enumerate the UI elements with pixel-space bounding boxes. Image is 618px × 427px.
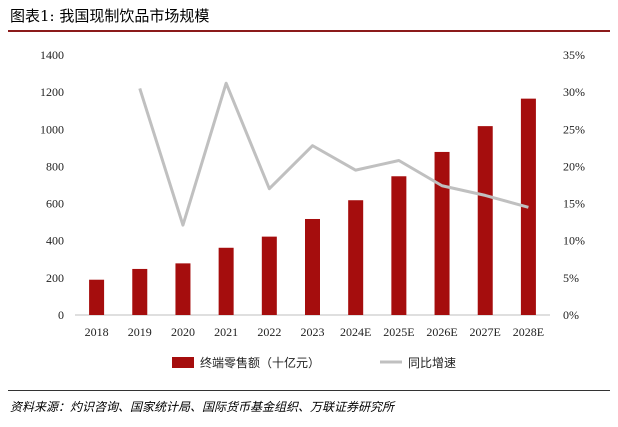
left-tick-label: 1200 xyxy=(40,85,64,99)
x-tick-label: 2018 xyxy=(85,325,109,339)
right-tick-label: 10% xyxy=(563,234,585,248)
bar xyxy=(348,200,364,315)
bar xyxy=(305,218,320,315)
growth-line xyxy=(138,81,529,227)
bar xyxy=(175,263,191,315)
right-tick-label: 20% xyxy=(563,159,585,173)
x-tick-label: 2020 xyxy=(171,325,195,339)
legend-label-bar: 终端零售额（十亿元） xyxy=(200,355,320,370)
bar xyxy=(218,247,234,315)
chart-canvas: 0 200 400 600 800 1000 1200 1400 0% 5% 10% 15% 20% 2… xyxy=(40,48,585,370)
bar xyxy=(434,151,450,315)
x-tick-label: 2028E xyxy=(513,325,544,339)
x-tick-label: 2019 xyxy=(128,325,152,339)
bar xyxy=(391,176,407,315)
x-tick-label: 2023 xyxy=(301,325,325,339)
legend: 终端零售额（十亿元） 同比增速 xyxy=(172,355,456,370)
x-tick-label: 2022 xyxy=(257,325,281,339)
source-rule xyxy=(8,390,610,391)
bar xyxy=(89,279,105,315)
left-tick-label: 200 xyxy=(46,271,64,285)
title-rule xyxy=(8,30,610,32)
left-tick-label: 800 xyxy=(46,159,64,173)
source-note: 资料来源：灼识咨询、国家统计局、国际货币基金组织、万联证券研究所 xyxy=(10,400,395,414)
right-axis-ticks: 0% 5% 10% 15% 20% 25% 30% 35% xyxy=(563,48,585,322)
right-tick-label: 5% xyxy=(563,271,579,285)
left-tick-label: 1000 xyxy=(40,122,64,136)
chart-title: 图表1: 我国现制饮品市场规模 xyxy=(10,7,210,25)
right-tick-label: 35% xyxy=(563,48,585,62)
x-tick-label: 2021 xyxy=(214,325,238,339)
x-axis-ticks: 2018 2019 2020 2021 2022 2023 2024E 2025E 2026E 2… xyxy=(85,325,544,339)
bar xyxy=(477,126,493,315)
left-tick-label: 400 xyxy=(46,234,64,248)
left-tick-label: 1400 xyxy=(40,48,64,62)
left-tick-label: 600 xyxy=(46,197,64,211)
left-tick-label: 0 xyxy=(58,308,64,322)
right-tick-label: 25% xyxy=(563,122,585,136)
bar xyxy=(132,268,148,315)
right-tick-label: 15% xyxy=(563,197,585,211)
line-series xyxy=(138,81,529,227)
left-axis-ticks: 0 200 400 600 800 1000 1200 1400 xyxy=(40,48,64,322)
x-tick-label: 2027E xyxy=(470,325,501,339)
x-tick-label: 2026E xyxy=(426,325,457,339)
bar xyxy=(261,236,277,315)
legend-label-line: 同比增速 xyxy=(408,356,456,370)
right-tick-label: 0% xyxy=(563,308,579,322)
right-tick-label: 30% xyxy=(563,85,585,99)
x-tick-label: 2025E xyxy=(383,325,414,339)
x-tick-label: 2024E xyxy=(340,325,371,339)
bar-series xyxy=(89,98,536,316)
legend-swatch-bar xyxy=(172,357,194,368)
